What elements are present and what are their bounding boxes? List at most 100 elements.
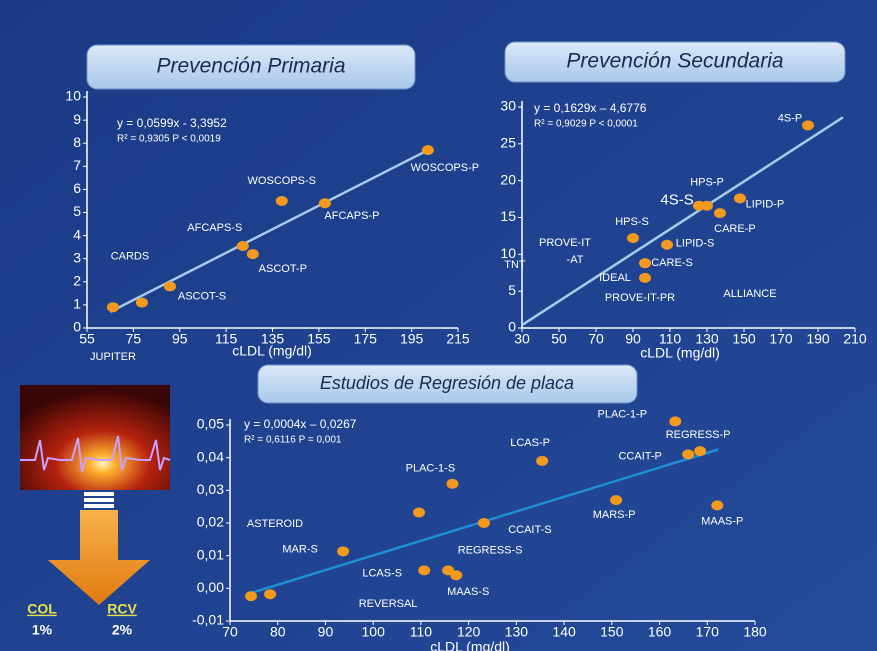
x-tick-label: 110 <box>410 624 433 640</box>
data-point <box>264 589 276 599</box>
y-tick-label: 3 <box>73 249 81 265</box>
data-point <box>610 495 622 505</box>
arrow-stripe <box>84 498 114 502</box>
point-label: LIPID-S <box>676 238 715 250</box>
point-label: REGRESS-S <box>458 544 523 556</box>
point-label: REVERSAL <box>359 598 418 610</box>
data-point <box>536 456 548 466</box>
x-tick-label: 30 <box>514 331 530 347</box>
point-label: AFCAPS-P <box>324 210 379 222</box>
y-tick-label: 0,02 <box>197 514 224 530</box>
point-label: ASCOT-S <box>178 290 226 302</box>
col-label: COL <box>27 601 57 617</box>
r-squared: R² = 0,6116 P = 0,001 <box>244 435 342 446</box>
data-point <box>136 298 148 308</box>
x-tick-label: 150 <box>600 624 624 640</box>
point-label: CARE-P <box>714 223 756 235</box>
y-tick-label: 9 <box>73 111 81 127</box>
x-axis-label: cLDL (mg/dl) <box>232 343 312 359</box>
point-label: ASTEROID <box>247 518 303 530</box>
annotation: ALLIANCE <box>723 288 776 300</box>
arrow-stripe <box>84 504 114 508</box>
y-tick-label: 10 <box>65 88 81 104</box>
x-tick-label: 215 <box>446 331 470 347</box>
equation: y = 0,0599x - 3,3952 <box>117 116 227 130</box>
data-point <box>711 500 723 510</box>
y-tick-label: 20 <box>500 171 516 187</box>
col-value: 1% <box>32 622 53 638</box>
x-tick-label: 160 <box>648 624 672 640</box>
data-point <box>802 120 814 130</box>
annotation: PROVE-IT-PR <box>605 292 675 304</box>
x-tick-label: 170 <box>696 624 720 640</box>
point-label: IDEAL <box>599 272 631 284</box>
data-point <box>337 546 349 556</box>
point-label: LCAS-S <box>362 567 402 579</box>
data-point <box>478 518 490 528</box>
y-tick-label: 7 <box>73 157 81 173</box>
point-label: CCAIT-S <box>508 524 551 536</box>
point-label: JUPITER <box>90 351 136 363</box>
r-squared: R² = 0,9029 P < 0,0001 <box>534 119 638 130</box>
point-label: CCAIT-P <box>618 450 661 462</box>
data-point <box>694 446 706 456</box>
point-label: MAAS-S <box>447 586 489 598</box>
point-label: PLAC-1-P <box>598 408 648 420</box>
point-label: LIPID-P <box>746 198 785 210</box>
data-point <box>661 240 673 250</box>
arrow-stripe <box>84 492 114 496</box>
equation: y = 0,1629x – 4,6776 <box>534 101 647 115</box>
point-label: AFCAPS-S <box>187 222 242 234</box>
y-tick-label: 6 <box>73 180 81 196</box>
x-tick-label: 175 <box>354 331 378 347</box>
point-label: HPS-S <box>615 216 649 228</box>
chart-title: Estudios de Regresión de placa <box>320 373 574 393</box>
x-tick-label: 150 <box>732 331 756 347</box>
point-label: LCAS-P <box>510 437 550 449</box>
r-squared: R² = 0,9305 P < 0,0019 <box>117 134 221 145</box>
x-tick-label: 195 <box>400 331 424 347</box>
x-axis-label: cLDL (mg/dl) <box>430 639 510 651</box>
point-label: WOSCOPS-S <box>248 175 316 187</box>
annotation: TNT <box>504 259 526 271</box>
point-label: REGRESS-P <box>666 429 731 441</box>
data-point <box>422 145 434 155</box>
y-tick-label: 25 <box>500 135 516 151</box>
data-point <box>164 281 176 291</box>
point-label: MAAS-P <box>701 515 743 527</box>
data-point <box>418 565 430 575</box>
data-point <box>682 449 694 459</box>
y-tick-label: 0,00 <box>197 579 224 595</box>
data-point <box>319 198 331 208</box>
y-tick-label: 5 <box>73 203 81 219</box>
point-label: MAR-S <box>282 543 317 555</box>
data-point <box>639 273 651 283</box>
x-tick-label: 170 <box>769 331 793 347</box>
x-tick-label: 70 <box>588 331 604 347</box>
y-tick-label: 5 <box>508 282 516 298</box>
x-tick-label: 90 <box>625 331 641 347</box>
x-tick-label: 50 <box>551 331 567 347</box>
data-point <box>714 208 726 218</box>
data-point <box>627 233 639 243</box>
data-point <box>639 258 651 268</box>
x-tick-label: 190 <box>806 331 830 347</box>
y-tick-label: 4 <box>73 226 81 242</box>
y-tick-label: 1 <box>73 296 81 312</box>
equation: y = 0,0004x – 0,0267 <box>244 417 357 431</box>
y-tick-label: -0,01 <box>192 612 224 628</box>
data-point <box>245 591 257 601</box>
chart-title: Prevención Secundaria <box>566 50 783 73</box>
data-point <box>693 201 705 211</box>
x-tick-label: 210 <box>843 331 867 347</box>
y-tick-label: 15 <box>500 208 516 224</box>
y-tick-label: 30 <box>500 98 516 114</box>
slide: Prevención Primaria Prevención Secundari… <box>0 0 877 651</box>
heart-image <box>20 385 170 490</box>
data-point <box>446 479 458 489</box>
x-tick-label: 95 <box>172 331 188 347</box>
point-label: HPS-P <box>690 177 724 189</box>
y-tick-label: 0,01 <box>197 546 224 562</box>
data-point <box>107 302 119 312</box>
x-tick-label: 90 <box>318 624 334 640</box>
